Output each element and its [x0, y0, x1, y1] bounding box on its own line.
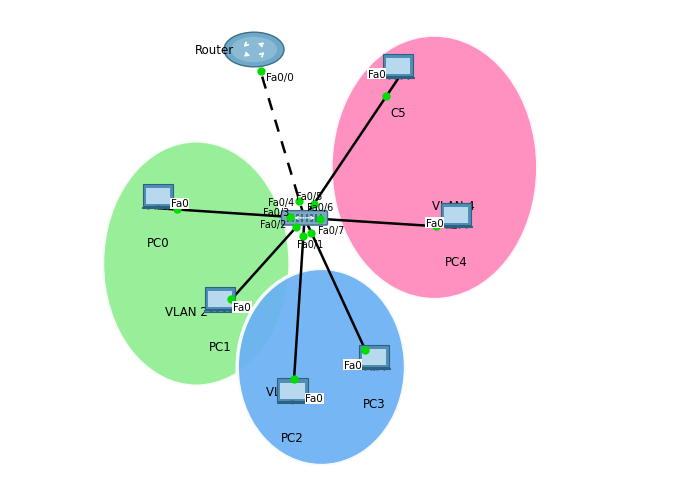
Text: Fa0/5: Fa0/5 — [296, 192, 322, 202]
FancyBboxPatch shape — [281, 211, 327, 226]
FancyBboxPatch shape — [292, 215, 294, 222]
Text: Fa0/2: Fa0/2 — [260, 219, 287, 229]
Text: PC1: PC1 — [209, 340, 232, 353]
Text: Fa0: Fa0 — [233, 302, 251, 312]
Ellipse shape — [237, 269, 405, 466]
FancyBboxPatch shape — [301, 215, 303, 222]
FancyBboxPatch shape — [145, 188, 170, 204]
Text: Fa0/3: Fa0/3 — [263, 208, 289, 217]
Ellipse shape — [102, 142, 290, 386]
FancyBboxPatch shape — [440, 227, 472, 228]
Text: Fa0/6: Fa0/6 — [307, 203, 333, 213]
FancyBboxPatch shape — [311, 215, 313, 222]
Text: PC2: PC2 — [281, 431, 304, 444]
FancyBboxPatch shape — [142, 207, 174, 209]
Text: Fa0/1: Fa0/1 — [297, 240, 323, 250]
FancyBboxPatch shape — [306, 215, 308, 222]
FancyBboxPatch shape — [358, 368, 390, 370]
Text: Fa0: Fa0 — [344, 360, 362, 370]
FancyBboxPatch shape — [315, 215, 318, 222]
Text: Fa0: Fa0 — [171, 199, 189, 209]
FancyBboxPatch shape — [204, 311, 236, 312]
FancyBboxPatch shape — [281, 383, 305, 399]
FancyBboxPatch shape — [277, 379, 307, 401]
Ellipse shape — [231, 38, 277, 63]
FancyBboxPatch shape — [276, 402, 309, 403]
FancyBboxPatch shape — [296, 215, 298, 222]
Text: C5: C5 — [390, 107, 406, 120]
Ellipse shape — [331, 36, 538, 300]
FancyBboxPatch shape — [362, 349, 386, 365]
Text: VLAN 3: VLAN 3 — [266, 384, 309, 398]
Text: PC4: PC4 — [445, 256, 467, 269]
FancyBboxPatch shape — [444, 207, 468, 224]
Text: Fa0: Fa0 — [305, 394, 323, 403]
FancyBboxPatch shape — [287, 215, 289, 222]
FancyBboxPatch shape — [320, 215, 322, 222]
Text: Fa0/7: Fa0/7 — [318, 226, 344, 235]
Text: Fa0/4: Fa0/4 — [268, 198, 294, 207]
Ellipse shape — [224, 33, 284, 68]
FancyBboxPatch shape — [441, 204, 471, 226]
FancyBboxPatch shape — [386, 59, 410, 75]
FancyBboxPatch shape — [359, 345, 390, 367]
FancyBboxPatch shape — [205, 288, 235, 310]
Text: Router: Router — [195, 44, 234, 57]
Text: Fa0: Fa0 — [368, 70, 386, 79]
Text: Fa0/0: Fa0/0 — [266, 73, 294, 83]
FancyBboxPatch shape — [382, 78, 414, 79]
Text: PC3: PC3 — [363, 397, 386, 410]
Text: VLAN 2: VLAN 2 — [165, 305, 208, 319]
Text: PC0: PC0 — [147, 237, 169, 250]
Text: Fa0: Fa0 — [425, 218, 443, 228]
FancyBboxPatch shape — [383, 55, 414, 77]
FancyBboxPatch shape — [209, 291, 233, 308]
Text: VLAN 4: VLAN 4 — [432, 200, 475, 213]
FancyBboxPatch shape — [143, 184, 173, 206]
